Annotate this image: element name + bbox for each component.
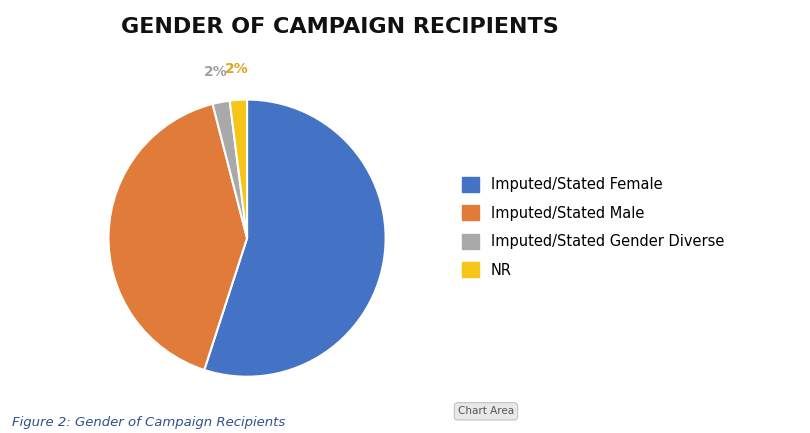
Text: GENDER OF CAMPAIGN RECIPIENTS: GENDER OF CAMPAIGN RECIPIENTS	[122, 17, 559, 37]
Text: Chart Area: Chart Area	[458, 406, 514, 417]
Wedge shape	[212, 101, 247, 238]
Text: Figure 2: Gender of Campaign Recipients: Figure 2: Gender of Campaign Recipients	[12, 416, 285, 429]
Text: 41%: 41%	[135, 226, 178, 244]
Text: 2%: 2%	[224, 62, 249, 77]
Text: 2%: 2%	[203, 65, 228, 79]
Wedge shape	[204, 100, 386, 377]
Wedge shape	[109, 104, 247, 370]
Wedge shape	[230, 100, 247, 238]
Legend: Imputed/Stated Female, Imputed/Stated Male, Imputed/Stated Gender Diverse, NR: Imputed/Stated Female, Imputed/Stated Ma…	[462, 177, 724, 278]
Text: 55%: 55%	[314, 243, 357, 261]
